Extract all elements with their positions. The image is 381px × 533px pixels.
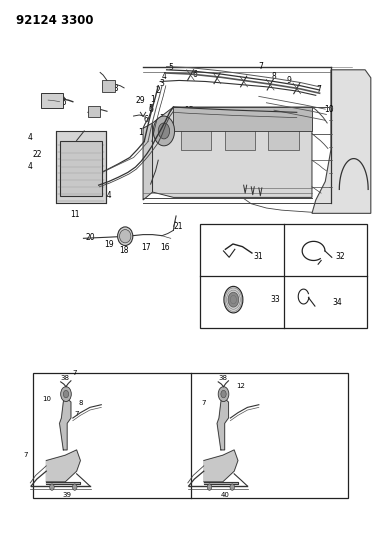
Text: 21: 21: [174, 222, 183, 231]
Text: 4: 4: [28, 162, 33, 171]
FancyBboxPatch shape: [102, 80, 115, 92]
Circle shape: [61, 386, 71, 401]
Text: 1: 1: [150, 94, 155, 103]
Polygon shape: [204, 482, 238, 484]
Text: 33: 33: [270, 295, 280, 304]
Text: 40: 40: [220, 492, 229, 498]
Text: 7: 7: [237, 125, 242, 134]
Circle shape: [224, 286, 243, 313]
Text: 11: 11: [173, 173, 182, 182]
Text: 28: 28: [109, 84, 118, 93]
Text: 24: 24: [102, 191, 112, 200]
Circle shape: [50, 484, 54, 490]
Text: 92124 3300: 92124 3300: [16, 14, 93, 27]
Text: 30: 30: [159, 114, 169, 123]
Text: 16: 16: [160, 244, 170, 253]
Text: 8: 8: [272, 71, 276, 80]
Circle shape: [72, 484, 77, 490]
Text: 6: 6: [193, 70, 198, 78]
Text: 6: 6: [144, 115, 149, 124]
Circle shape: [207, 484, 212, 490]
Polygon shape: [268, 112, 299, 150]
Text: 7: 7: [316, 85, 321, 94]
Text: 7: 7: [218, 154, 223, 163]
Polygon shape: [217, 397, 229, 450]
Text: 5: 5: [148, 103, 153, 112]
Text: 14: 14: [138, 128, 148, 137]
Text: 5: 5: [168, 63, 173, 72]
Text: 22: 22: [32, 150, 42, 159]
Polygon shape: [59, 397, 71, 450]
Text: 38: 38: [61, 375, 70, 381]
Bar: [200, 224, 367, 328]
Polygon shape: [46, 482, 80, 484]
Polygon shape: [204, 450, 238, 482]
Text: 32: 32: [336, 252, 345, 261]
Ellipse shape: [118, 227, 133, 246]
Text: 4: 4: [162, 71, 166, 80]
Polygon shape: [225, 112, 255, 150]
Text: 4: 4: [28, 133, 33, 142]
Polygon shape: [46, 450, 80, 482]
Text: 38: 38: [218, 375, 227, 381]
Text: 17: 17: [141, 244, 150, 253]
Text: 15: 15: [184, 106, 194, 115]
Text: 25: 25: [58, 98, 67, 107]
Bar: [33, 373, 348, 498]
Circle shape: [228, 292, 239, 307]
Text: 23: 23: [78, 156, 88, 165]
Text: 29: 29: [136, 96, 145, 105]
Text: 18: 18: [120, 246, 129, 255]
Text: 9: 9: [286, 76, 291, 85]
Polygon shape: [152, 107, 312, 197]
Circle shape: [218, 386, 229, 401]
Text: 8: 8: [78, 400, 83, 406]
FancyBboxPatch shape: [88, 106, 100, 117]
Ellipse shape: [120, 230, 131, 243]
Polygon shape: [181, 112, 211, 150]
Text: 31: 31: [254, 252, 263, 261]
Text: 34: 34: [332, 298, 342, 307]
Text: 12: 12: [158, 157, 168, 166]
Text: 11: 11: [70, 210, 80, 219]
Text: 10: 10: [324, 104, 334, 114]
Text: 7: 7: [74, 411, 79, 417]
Text: 39: 39: [62, 492, 72, 498]
Polygon shape: [173, 107, 312, 131]
Circle shape: [158, 123, 170, 139]
Text: 10: 10: [42, 397, 51, 402]
Circle shape: [230, 484, 235, 490]
FancyBboxPatch shape: [41, 93, 63, 108]
Text: 2: 2: [155, 85, 160, 94]
Text: 6: 6: [149, 105, 154, 114]
Text: 7: 7: [72, 370, 77, 376]
Text: 7: 7: [23, 452, 27, 458]
Polygon shape: [312, 70, 371, 213]
Text: 7: 7: [258, 62, 263, 71]
Circle shape: [63, 390, 69, 398]
Bar: [56, 131, 106, 203]
Circle shape: [153, 116, 174, 146]
Text: 21: 21: [61, 183, 71, 192]
Text: 19: 19: [104, 240, 114, 249]
Text: 12: 12: [237, 383, 245, 389]
Polygon shape: [143, 123, 152, 200]
Bar: [59, 141, 102, 196]
Text: 13: 13: [144, 143, 154, 152]
Text: 20: 20: [85, 233, 95, 242]
Text: 26: 26: [90, 108, 100, 117]
Circle shape: [221, 390, 226, 398]
Text: 3: 3: [160, 78, 165, 87]
Text: 7: 7: [202, 400, 206, 406]
